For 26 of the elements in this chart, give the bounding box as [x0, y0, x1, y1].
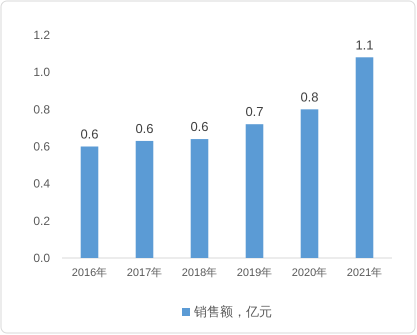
y-tick-label: 1.0: [33, 65, 50, 80]
y-tick-label: 0.0: [33, 251, 50, 265]
x-tick-label: 2020年: [292, 267, 328, 279]
x-tick-label: 2019年: [236, 267, 272, 279]
bar: [190, 139, 208, 258]
x-tick-label: 2018年: [182, 267, 218, 279]
bar: [246, 124, 264, 258]
data-label: 0.6: [80, 126, 99, 142]
y-tick-label: 0.2: [33, 214, 50, 228]
bar: [80, 146, 98, 258]
y-tick-label: 0.8: [33, 102, 50, 116]
legend-label: 销售额，亿元: [193, 304, 272, 319]
data-label: 0.6: [190, 119, 209, 134]
data-label: 0.6: [135, 120, 154, 136]
data-label: 0.8: [300, 89, 319, 104]
x-tick-label: 2021年: [346, 267, 382, 279]
y-tick-label: 0.6: [33, 140, 50, 154]
bar: [356, 57, 374, 258]
x-tick-label: 2017年: [126, 267, 162, 279]
y-tick-label: 1.2: [33, 28, 50, 42]
y-tick-label: 0.4: [33, 176, 50, 191]
bar: [300, 109, 318, 258]
x-tick-label: 2016年: [72, 267, 108, 279]
bar: [136, 140, 154, 258]
data-label: 0.7: [245, 104, 264, 120]
data-label: 1.1: [355, 37, 374, 52]
